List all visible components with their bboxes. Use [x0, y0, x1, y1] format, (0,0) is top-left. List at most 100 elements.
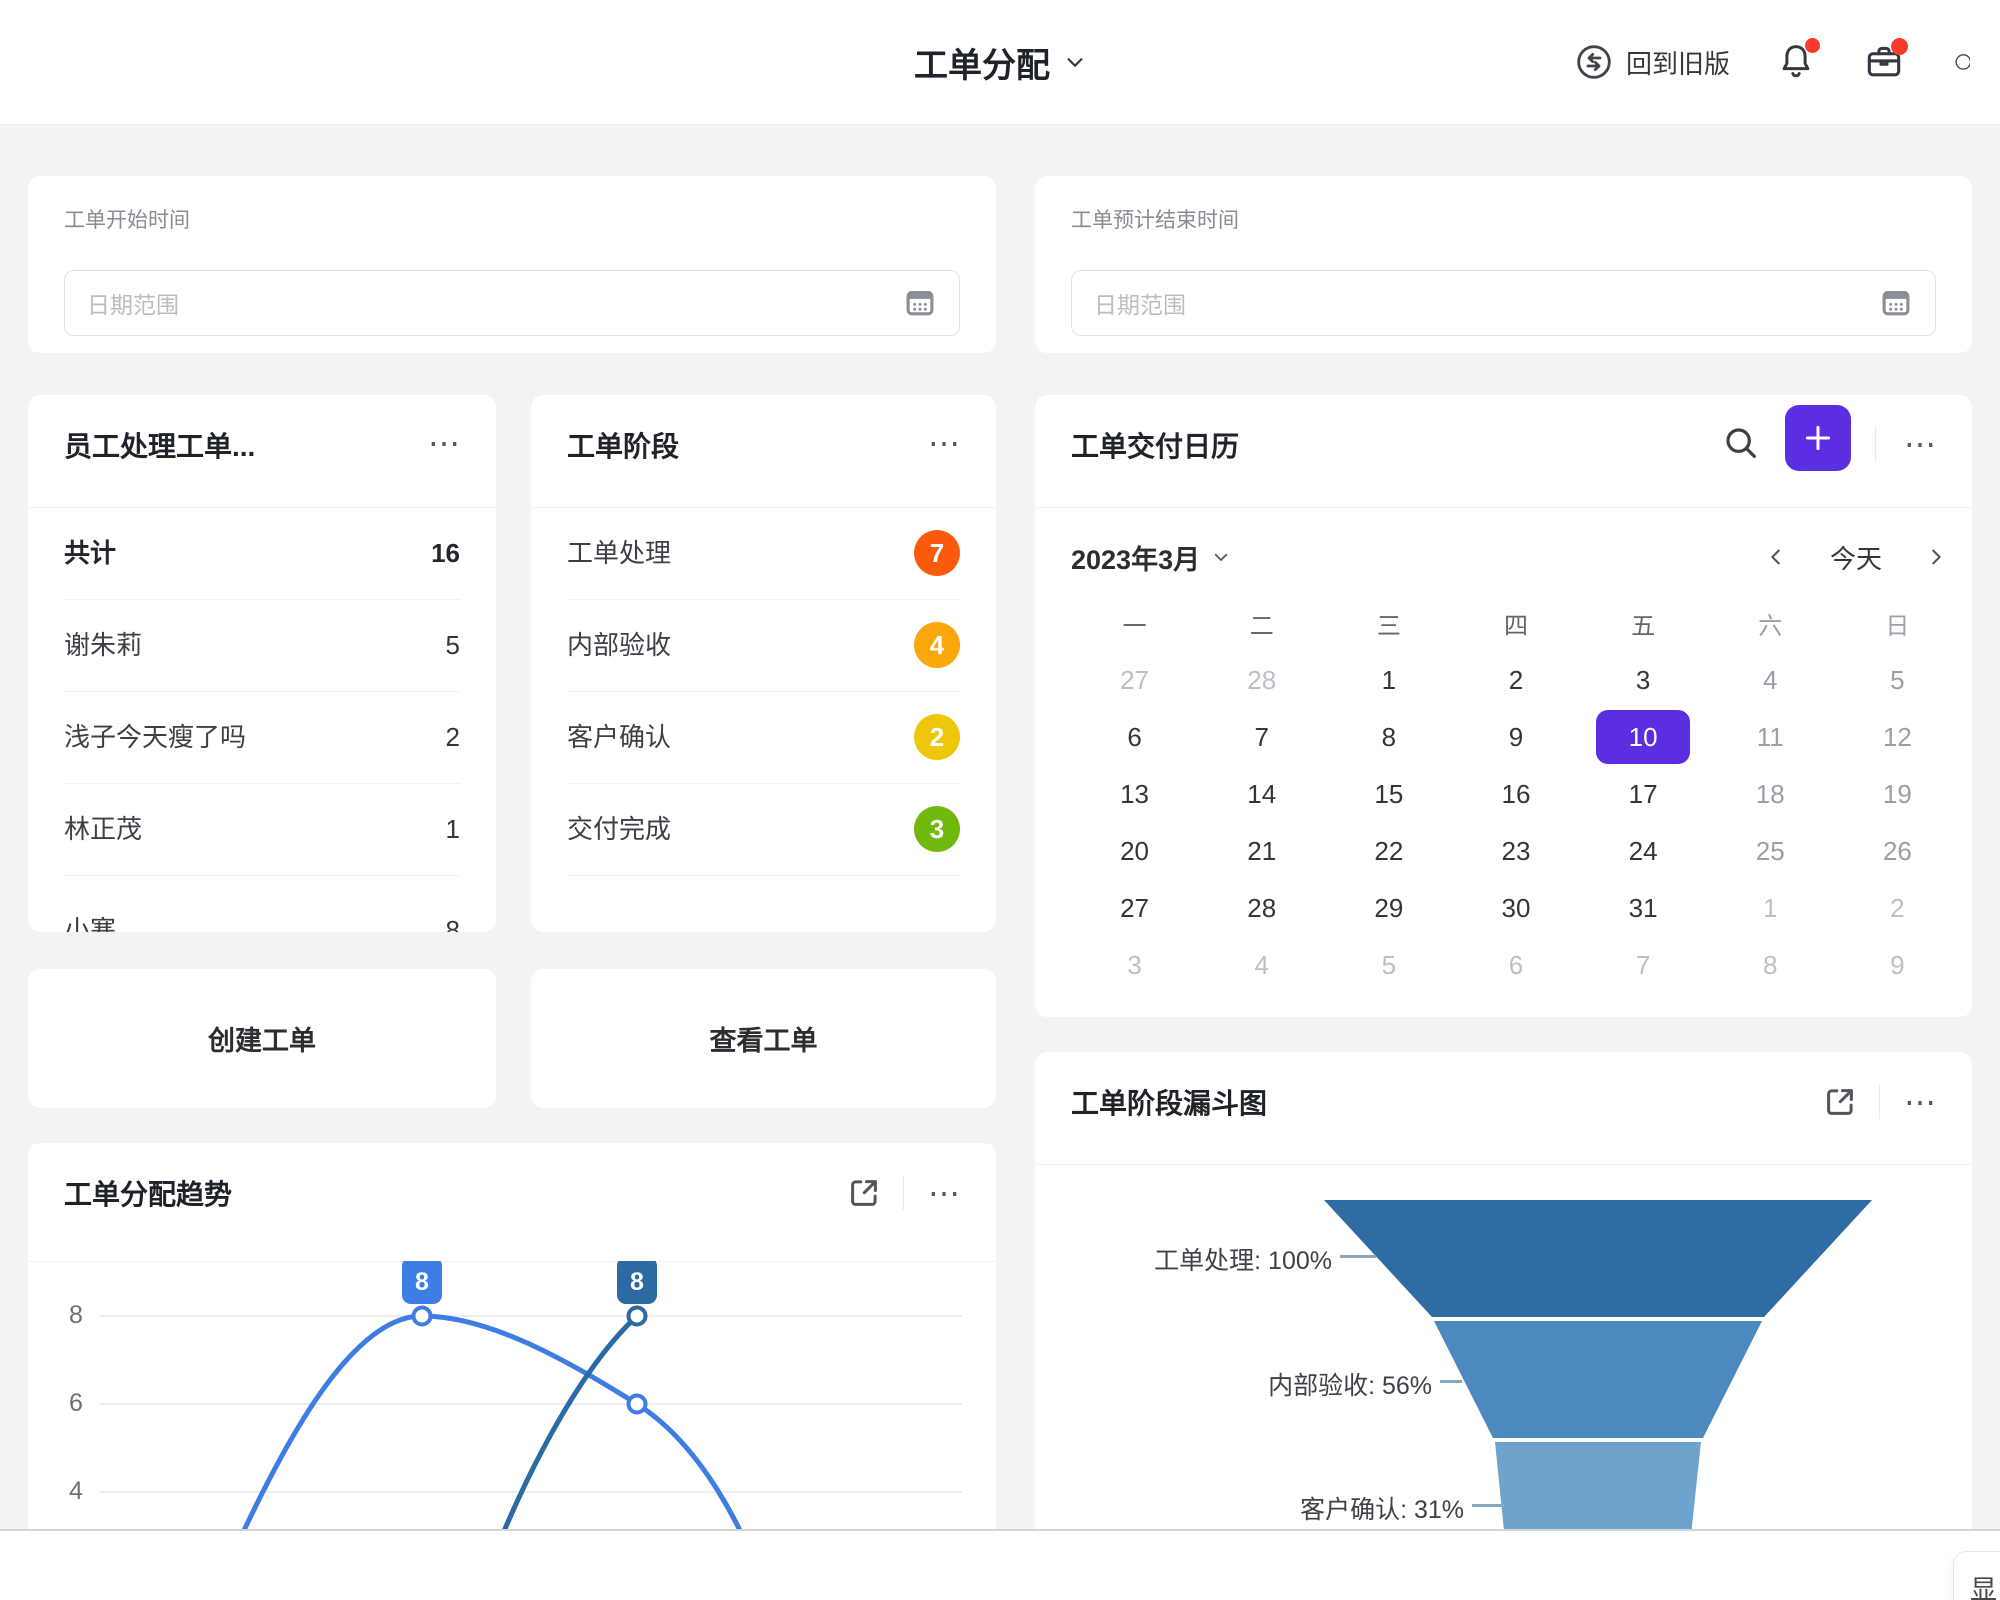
calendar-day[interactable]: 16 [1501, 778, 1531, 809]
calendar-day[interactable]: 20 [1120, 835, 1150, 866]
view-workorder-button[interactable]: 查看工单 [531, 969, 996, 1108]
calendar-card-title: 工单交付日历 [1071, 431, 1240, 462]
workbench-dot [1891, 38, 1908, 55]
calendar-day[interactable]: 15 [1374, 778, 1404, 809]
calendar-day[interactable]: 2 [1508, 664, 1524, 695]
calendar-day[interactable]: 21 [1247, 835, 1277, 866]
notifications-button[interactable] [1774, 38, 1820, 84]
calendar-day[interactable]: 1 [1381, 664, 1397, 695]
calendar-day[interactable]: 30 [1501, 892, 1531, 923]
calendar-day[interactable]: 17 [1628, 778, 1658, 809]
y-axis-tick: 6 [69, 1389, 83, 1417]
calendar-week-row: 20 21 22 23 24 25 26 [1071, 822, 1961, 879]
calendar-day[interactable]: 2 [1890, 892, 1905, 923]
calendar-day[interactable]: 8 [1381, 721, 1397, 752]
stage-row: 内部验收 4 [531, 599, 996, 691]
calendar-week-row: 27 28 29 30 31 1 2 [1071, 879, 1961, 936]
bell-icon [1775, 41, 1817, 83]
workorder-stage-card: 工单阶段 ⋯ 工单处理 7 内部验收 4 客户确认 2 交付完成 3 [531, 395, 996, 932]
workbench-button[interactable] [1862, 38, 1908, 84]
trend-card-title: 工单分配趋势 [64, 1179, 233, 1210]
end-date-placeholder: 日期范围 [1094, 292, 1186, 318]
calendar-day[interactable]: 31 [1628, 892, 1658, 923]
calendar-week-row: 6 7 8 9 10 11 12 [1071, 708, 1961, 765]
funnel-label: 工单处理: 100% [1154, 1247, 1332, 1275]
calendar-day[interactable]: 14 [1247, 778, 1277, 809]
back-to-old-version-button[interactable]: 回到旧版 [1574, 42, 1730, 82]
calendar-day[interactable]: 5 [1890, 664, 1905, 695]
calendar-day[interactable]: 6 [1508, 949, 1524, 980]
more-menu-icon[interactable]: ⋯ [428, 425, 462, 461]
top-bar-actions: 回到旧版 [1574, 0, 1970, 124]
funnel-label: 客户确认: 31% [1300, 1496, 1464, 1524]
calendar-day[interactable]: 7 [1254, 721, 1269, 752]
calendar-grid: 一 二 三 四 五 六 日 27 28 1 2 3 4 5 6 7 8 [1071, 597, 1961, 993]
calendar-day[interactable]: 28 [1247, 892, 1277, 923]
search-icon[interactable] [1721, 423, 1761, 463]
more-menu-icon[interactable]: ⋯ [1904, 426, 1938, 462]
funnel-leader-line [1472, 1504, 1504, 1507]
briefcase-icon [1862, 40, 1906, 84]
profile-avatar[interactable] [1950, 40, 1970, 84]
y-axis-tick: 4 [69, 1477, 83, 1505]
calendar-day[interactable]: 27 [1120, 892, 1150, 923]
calendar-day[interactable]: 23 [1501, 835, 1531, 866]
calendar-day[interactable]: 4 [1254, 949, 1269, 980]
calendar-day[interactable]: 27 [1120, 664, 1150, 695]
calendar-week-row: 3 4 5 6 7 8 9 [1071, 936, 1961, 993]
today-button[interactable]: 今天 [1829, 543, 1882, 574]
calendar-day[interactable]: 4 [1763, 664, 1778, 695]
calendar-day[interactable]: 9 [1890, 949, 1905, 980]
funnel-leader-line [1340, 1255, 1376, 1258]
end-date-range-input[interactable]: 日期范围 [1071, 270, 1936, 336]
calendar-day[interactable]: 8 [1763, 949, 1778, 980]
calendar-day-selected[interactable]: 10 [1596, 709, 1691, 764]
calendar-day[interactable]: 9 [1508, 721, 1524, 752]
calendar-day[interactable]: 3 [1635, 664, 1651, 695]
add-event-button[interactable] [1785, 405, 1851, 471]
calendar-controls: 2023年3月 今天 [1071, 533, 1950, 581]
calendar-day[interactable]: 22 [1374, 835, 1404, 866]
employee-workorder-card: 员工处理工单... ⋯ 共计 16 谢朱莉 5 浅子今天瘦了吗 2 林正茂 1 … [28, 395, 496, 932]
next-month-button[interactable] [1922, 543, 1950, 571]
calendar-week-row: 13 14 15 16 17 18 19 [1071, 765, 1961, 822]
calendar-day[interactable]: 19 [1882, 778, 1912, 809]
calendar-day[interactable]: 7 [1635, 949, 1651, 980]
start-date-range-input[interactable]: 日期范围 [64, 270, 960, 336]
calendar-day[interactable]: 26 [1882, 835, 1912, 866]
more-menu-icon[interactable]: ⋯ [928, 425, 962, 461]
calendar-day[interactable]: 5 [1381, 949, 1397, 980]
create-workorder-button[interactable]: 创建工单 [28, 969, 496, 1108]
calendar-day[interactable]: 18 [1755, 778, 1785, 809]
more-menu-icon[interactable]: ⋯ [928, 1175, 962, 1211]
calendar-day[interactable]: 3 [1127, 949, 1142, 980]
calendar-day[interactable]: 13 [1120, 778, 1150, 809]
show-floating-button[interactable]: 显 [1953, 1551, 2000, 1600]
back-to-old-version-label: 回到旧版 [1625, 48, 1730, 79]
start-date-placeholder: 日期范围 [87, 292, 179, 318]
calendar-day[interactable]: 29 [1374, 892, 1404, 923]
calendar-day[interactable]: 11 [1756, 721, 1784, 752]
calendar-day[interactable]: 12 [1882, 721, 1912, 752]
stage-count-badge: 4 [914, 622, 960, 668]
calendar-day[interactable]: 6 [1127, 721, 1142, 752]
calendar-day[interactable]: 28 [1247, 664, 1277, 695]
prev-month-button[interactable] [1762, 543, 1790, 571]
calendar-day[interactable]: 24 [1628, 835, 1658, 866]
y-axis-tick: 8 [69, 1301, 83, 1329]
month-dropdown[interactable]: 2023年3月 [1071, 538, 1230, 577]
stage-count-badge: 7 [914, 530, 960, 576]
dashboard-switcher[interactable]: 工单分配 [914, 0, 1086, 124]
calendar-day[interactable]: 25 [1755, 835, 1785, 866]
calendar-input-icon [1879, 286, 1913, 320]
switch-version-icon [1574, 42, 1614, 82]
export-icon[interactable] [845, 1174, 883, 1212]
filter-card-end-time: 工单预计结束时间 日期范围 [1035, 176, 1972, 353]
stage-row: 工单处理 7 [531, 507, 996, 599]
export-icon[interactable] [1821, 1083, 1859, 1121]
list-item: 共计 16 [64, 538, 460, 568]
filter-card-start-time: 工单开始时间 日期范围 [28, 176, 996, 353]
more-menu-icon[interactable]: ⋯ [1904, 1084, 1938, 1120]
workorder-trend-card: 工单分配趋势 ⋯ 8 6 4 [28, 1143, 996, 1600]
calendar-day[interactable]: 1 [1763, 892, 1778, 923]
